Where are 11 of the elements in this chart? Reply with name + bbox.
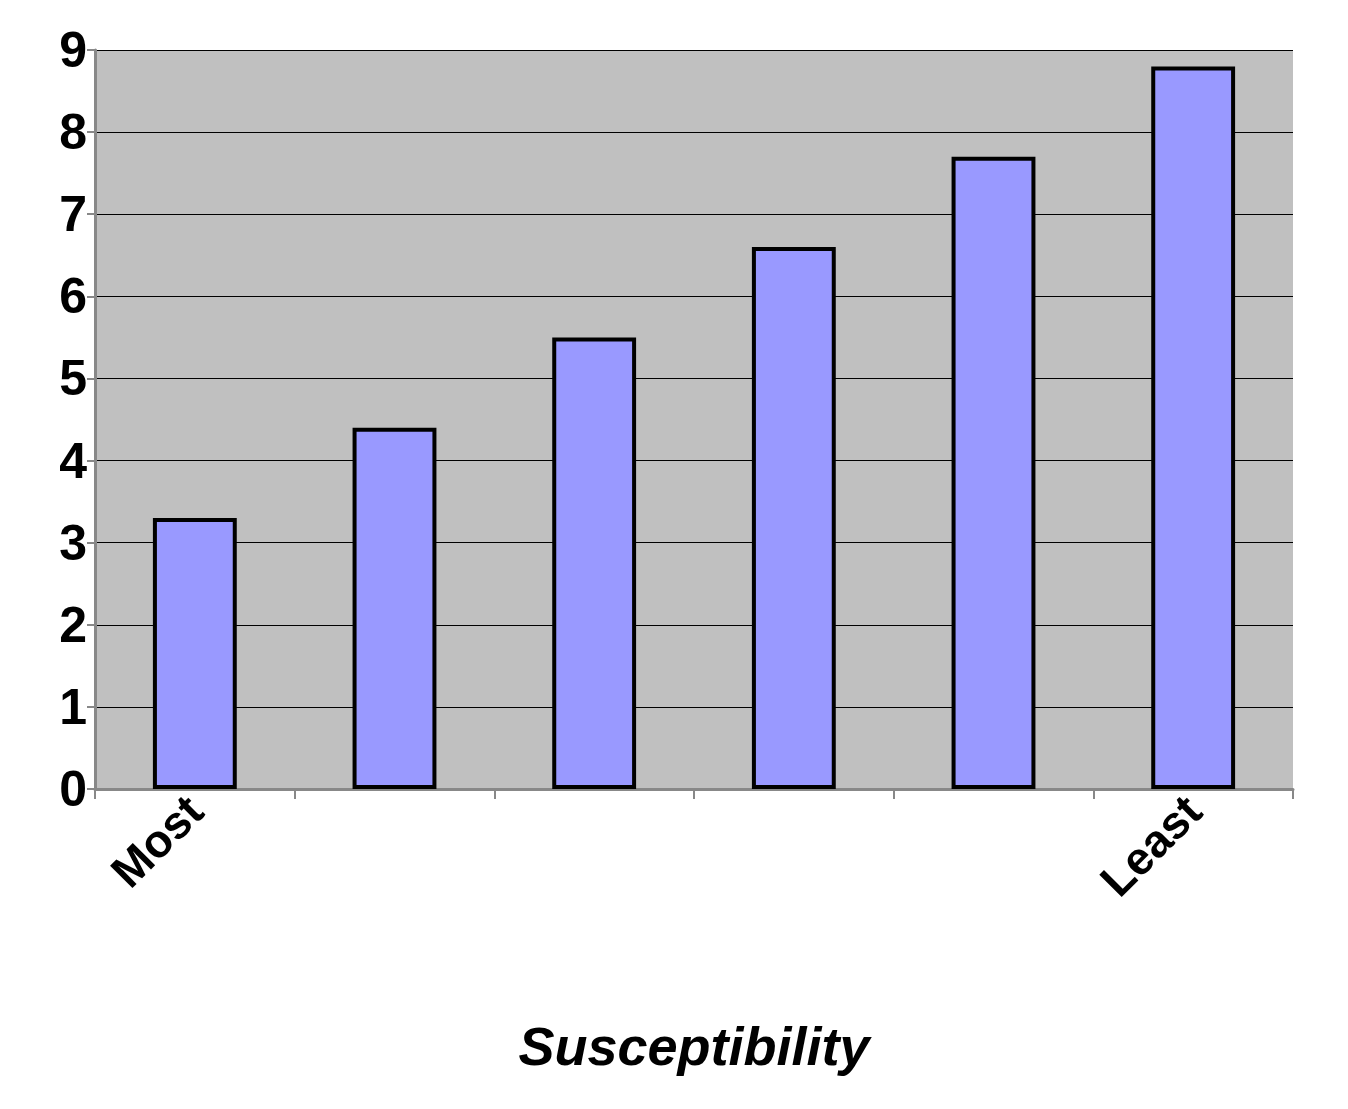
y-tick-label: 3	[59, 514, 87, 571]
y-tick-label: 4	[59, 432, 88, 489]
y-tick-label: 6	[59, 268, 87, 325]
y-tick-label: 5	[59, 350, 87, 407]
y-tick-label: 9	[59, 22, 87, 78]
y-tick-label: 8	[59, 104, 87, 161]
y-tick-label: 2	[59, 596, 87, 653]
y-tick-label: 1	[59, 678, 87, 735]
y-tick-label: 7	[59, 186, 87, 243]
y-tick-label: 0	[59, 761, 87, 817]
x-axis-title: Susceptibility	[518, 1016, 873, 1076]
